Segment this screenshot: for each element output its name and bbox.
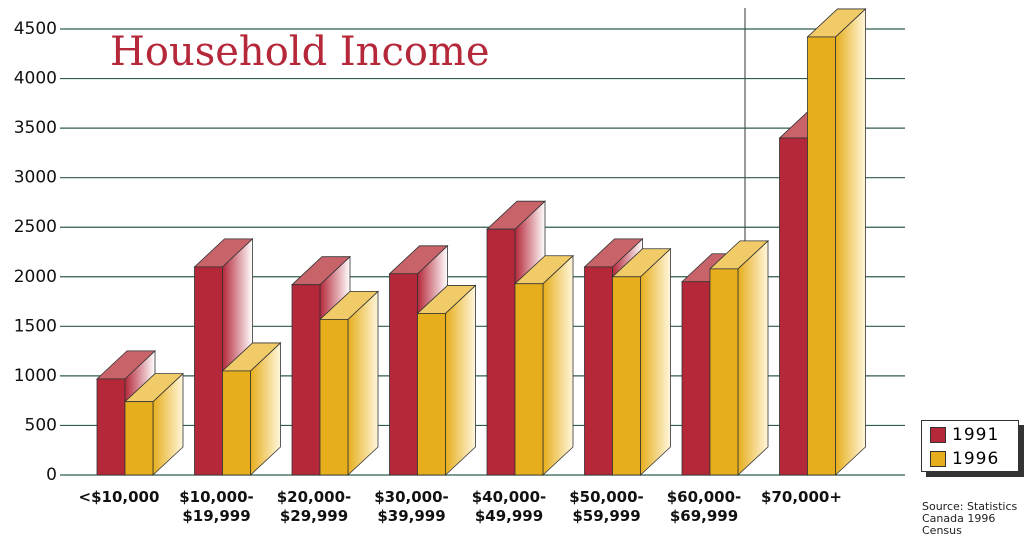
bar [584,266,613,476]
legend-swatch [930,427,946,443]
x-tick-label: $60,000- $69,999 [666,488,742,525]
bar [319,318,349,476]
x-tick-label: $10,000- $19,999 [179,488,254,525]
bar-side [445,284,476,476]
y-tick-label: 4000 [14,69,57,89]
bar [486,228,516,476]
y-tick-label: 500 [25,415,57,435]
y-tick-label: 3500 [14,118,57,138]
bar [291,284,321,476]
bar [124,401,154,476]
legend-label: 1996 [952,449,1000,469]
bar [417,313,446,476]
bar-side [737,239,769,476]
legend: 1991 1996 [921,420,1019,472]
bar [681,281,711,476]
x-tick-label: $30,000- $39,999 [374,488,449,525]
bar [779,137,808,476]
x-tick-label: $70,000+ [761,488,842,506]
x-tick-label: $20,000- $29,999 [276,488,352,525]
bar [389,273,418,476]
bar [807,36,836,476]
y-tick-label: 4500 [14,19,57,39]
bar [709,268,739,476]
x-tick-label: $40,000- $49,999 [471,488,547,525]
y-tick-label: 1000 [14,366,57,386]
bar [612,276,641,476]
bar-side [640,247,671,476]
y-tick-label: 2000 [14,267,57,287]
y-tick-label: 3000 [14,168,57,188]
legend-swatch [930,451,946,467]
legend-item: 1991 [930,425,999,445]
x-tick-label: <$10,000 [78,488,160,506]
bar [222,370,251,476]
bar [194,266,223,476]
source: Source: Statistics Canada 1996 Census [922,500,1018,537]
y-tick-label: 1500 [14,316,57,336]
legend-item: 1996 [930,449,999,469]
bar-side [347,290,379,476]
y-tick-label: 0 [46,465,57,485]
bar [514,283,544,476]
legend-label: 1991 [952,425,1000,445]
y-tick-label: 2500 [14,217,57,237]
bar-side [835,8,866,476]
bar [96,378,126,476]
x-tick-label: $50,000- $59,999 [569,488,644,525]
bar-side [542,254,574,476]
chart-title: Household Income [110,29,490,75]
